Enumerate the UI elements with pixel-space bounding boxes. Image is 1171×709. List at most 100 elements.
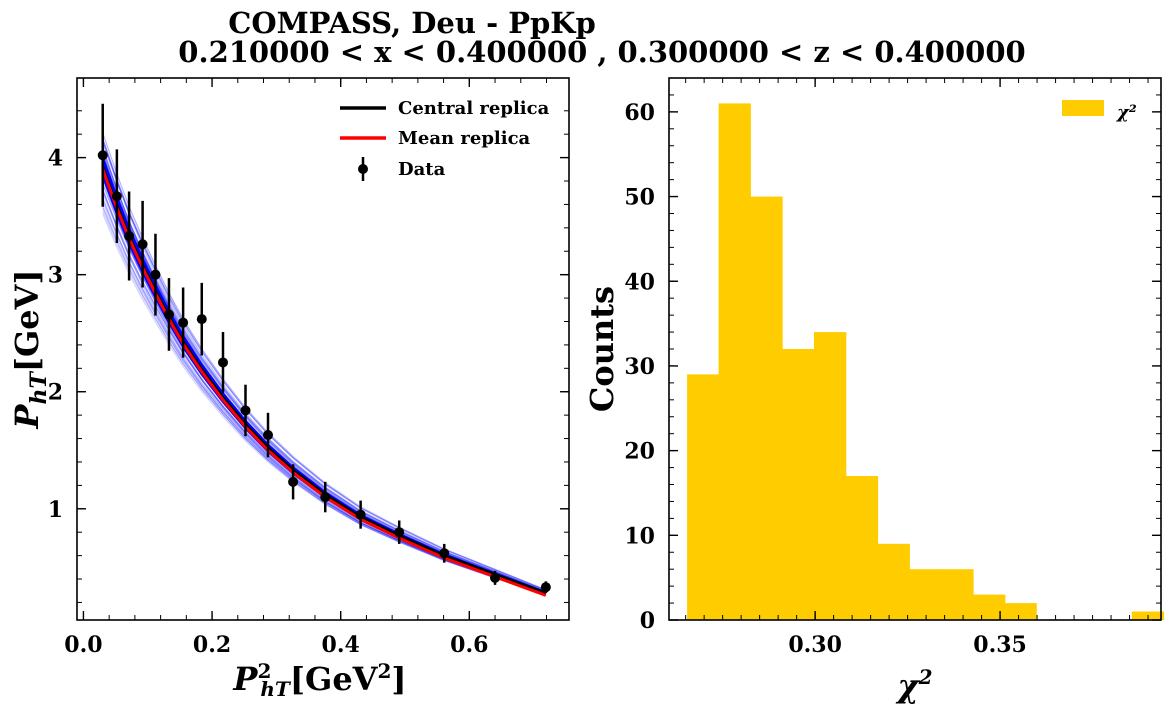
- replica-curve: [102, 157, 546, 594]
- replica-curve: [102, 150, 546, 593]
- left-panel: 0.0 0.2 0.4 0.6 1 2 3 4 Central replica Mean re…: [8, 77, 570, 701]
- replica-curve: [101, 162, 547, 594]
- right-ytick-label: 20: [624, 439, 655, 465]
- replica-curve: [102, 173, 546, 595]
- replica-curve: [102, 158, 546, 595]
- replica-curve: [102, 168, 546, 594]
- replica-curve: [101, 157, 547, 594]
- replica-curve: [101, 165, 547, 594]
- right-ytick-label: 10: [624, 523, 655, 549]
- replica-curve: [102, 207, 546, 596]
- replica-curve: [102, 155, 546, 595]
- histogram-bar: [687, 374, 719, 620]
- replica-curve: [102, 158, 546, 594]
- replica-curve: [102, 166, 546, 595]
- replica-curve: [102, 146, 546, 594]
- replica-curve: [101, 158, 547, 594]
- replica-curve: [102, 164, 546, 595]
- replica-curve: [101, 160, 547, 594]
- replica-curve: [102, 174, 546, 595]
- data-point: [355, 509, 366, 520]
- replica-curve: [102, 154, 546, 592]
- chart-title-line1: COMPASS, Deu - PpKp: [228, 6, 596, 40]
- histogram-bar: [877, 543, 910, 620]
- left-x-axis-label: P2 hT[GeV2]: [232, 659, 406, 701]
- replica-curve: [102, 139, 546, 593]
- legend-chi2-label: χ²: [1115, 102, 1137, 123]
- replica-curve: [101, 175, 547, 595]
- left-xtick-label: 0.0: [64, 632, 102, 658]
- replica-curve: [101, 159, 547, 594]
- replica-curve: [102, 197, 546, 596]
- data-point: [97, 150, 108, 161]
- right-ytick-label: 60: [624, 100, 655, 126]
- left-ytick-label: 1: [48, 497, 63, 523]
- replica-curve: [102, 141, 546, 591]
- replica-curve: [102, 154, 546, 594]
- chart-title-line2: 0.210000 < x < 0.400000 , 0.300000 < z <…: [178, 35, 1025, 69]
- replica-curve: [102, 204, 546, 595]
- replica-curve: [102, 137, 546, 592]
- replica-curve: [102, 171, 546, 595]
- replica-curve: [102, 154, 546, 593]
- replica-curve: [101, 161, 547, 594]
- data-point: [217, 357, 228, 368]
- left-ytick-label: 3: [48, 263, 63, 289]
- right-ticks: 0.30 0.35 0 10 20 30 40 50 60: [624, 78, 1161, 658]
- replica-curve: [102, 199, 546, 595]
- legend-central-label: Central replica: [398, 98, 550, 119]
- replica-curve: [101, 164, 547, 594]
- data-point: [263, 430, 274, 441]
- histogram-bar: [1004, 603, 1037, 620]
- replica-curve: [101, 160, 547, 594]
- right-panel: 0.30 0.35 0 10 20 30 40 50 60 χ² χ2 Counts: [583, 77, 1165, 705]
- replica-curve: [101, 175, 547, 595]
- replica-curve: [102, 154, 546, 594]
- data-points-layer: [97, 103, 551, 594]
- svg-text:PhT[GeV]: PhT[GeV]: [8, 269, 52, 429]
- legend-mean-label: Mean replica: [398, 128, 531, 149]
- replica-curve: [102, 163, 546, 594]
- replica-curve: [102, 192, 546, 595]
- replica-curve: [102, 197, 546, 596]
- histogram-bar: [909, 569, 942, 620]
- replica-curve: [102, 147, 546, 594]
- data-point: [394, 527, 405, 538]
- replica-curve: [102, 182, 546, 594]
- replica-curve: [102, 178, 546, 596]
- data-point: [111, 191, 122, 202]
- replica-curve: [102, 177, 546, 596]
- central-replica-layer: [101, 166, 547, 595]
- replica-curve: [102, 148, 546, 594]
- replica-curve: [102, 137, 546, 593]
- replica-curve: [102, 168, 546, 593]
- left-xtick-label: 0.6: [450, 632, 488, 658]
- replica-curve: [102, 158, 546, 595]
- replica-curve: [101, 166, 547, 595]
- replica-curve: [102, 189, 546, 595]
- data-point: [124, 231, 135, 242]
- replica-curve: [102, 151, 546, 592]
- replica-curve: [102, 147, 546, 594]
- replica-curve: [102, 160, 546, 593]
- replica-curve: [102, 141, 546, 591]
- replica-curve: [102, 188, 546, 595]
- left-ticks: 0.0 0.2 0.4 0.6 1 2 3 4: [48, 78, 569, 658]
- legend-data-marker: [358, 164, 368, 174]
- right-legend: χ²: [1062, 100, 1137, 123]
- replica-curve: [102, 157, 546, 592]
- right-ytick-label: 50: [624, 185, 655, 211]
- right-ytick-label: 0: [640, 608, 655, 634]
- replica-curve: [102, 183, 546, 594]
- replica-curve: [101, 157, 547, 594]
- replica-curve: [102, 132, 546, 592]
- legend-data-label: Data: [398, 159, 446, 180]
- replica-curve: [102, 190, 546, 596]
- replica-curve: [101, 163, 547, 594]
- histogram-bar: [782, 349, 815, 620]
- replica-curve: [101, 175, 547, 595]
- histogram-bar: [814, 332, 847, 620]
- replica-curve: [102, 138, 546, 591]
- data-point: [163, 309, 174, 320]
